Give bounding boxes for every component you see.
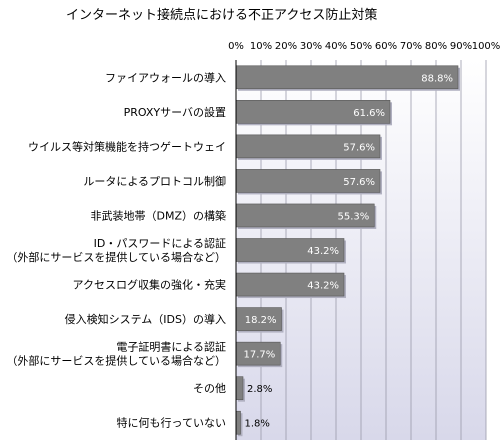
- category-label: （外部にサービスを提供している場合など）: [6, 354, 226, 368]
- bar-value-label: 43.2%: [307, 246, 339, 257]
- bar-value-label: 1.8%: [245, 419, 270, 430]
- bar-value-label: 57.6%: [343, 177, 375, 188]
- bar: [235, 410, 241, 435]
- bar-value-label: 57.6%: [343, 142, 375, 153]
- x-tick-label: 10%: [250, 41, 272, 52]
- x-tick-label: 90%: [450, 41, 472, 52]
- category-label: ルータによるプロトコル制御: [83, 174, 226, 188]
- bar-value-label: 55.3%: [337, 211, 369, 222]
- x-tick-label: 30%: [300, 41, 322, 52]
- x-tick-label: 80%: [425, 41, 447, 52]
- category-label: ファイアウォールの導入: [105, 70, 226, 84]
- category-label: ウイルス等対策機能を持つゲートウェイ: [28, 139, 226, 153]
- chart-title: インターネット接続点における不正アクセス防止対策: [66, 8, 378, 23]
- bar: [235, 376, 244, 400]
- bar-value-label: 43.2%: [307, 281, 339, 292]
- x-tick-label: 60%: [375, 41, 397, 52]
- category-label: （外部にサービスを提供している場合など）: [6, 250, 226, 264]
- bar-value-label: 17.7%: [243, 350, 275, 361]
- category-label: その他: [193, 382, 226, 395]
- x-tick-label: 20%: [275, 41, 297, 52]
- x-tick-label: 0%: [228, 41, 244, 52]
- x-tick-label: 40%: [325, 41, 347, 52]
- bar-value-label: 61.6%: [353, 108, 385, 119]
- x-tick-label: 50%: [350, 41, 372, 52]
- x-tick-label: 70%: [400, 41, 422, 52]
- category-label: 非武装地帯（DMZ）の構築: [91, 208, 227, 222]
- x-tick-label: 100%: [472, 41, 500, 52]
- bar-value-label: 2.8%: [247, 384, 272, 395]
- category-label: 侵入検知システム（IDS）の導入: [65, 312, 226, 326]
- bar-value-label: 18.2%: [245, 315, 277, 326]
- category-label: 電子証明書による認証: [116, 340, 226, 354]
- bar-value-label: 88.8%: [421, 73, 453, 84]
- category-label: アクセスログ収集の強化・充実: [73, 278, 226, 292]
- category-label: ID・パスワードによる認証: [94, 236, 226, 250]
- category-label: 特に何も行っていない: [117, 416, 226, 430]
- category-label: PROXYサーバの設置: [124, 105, 226, 119]
